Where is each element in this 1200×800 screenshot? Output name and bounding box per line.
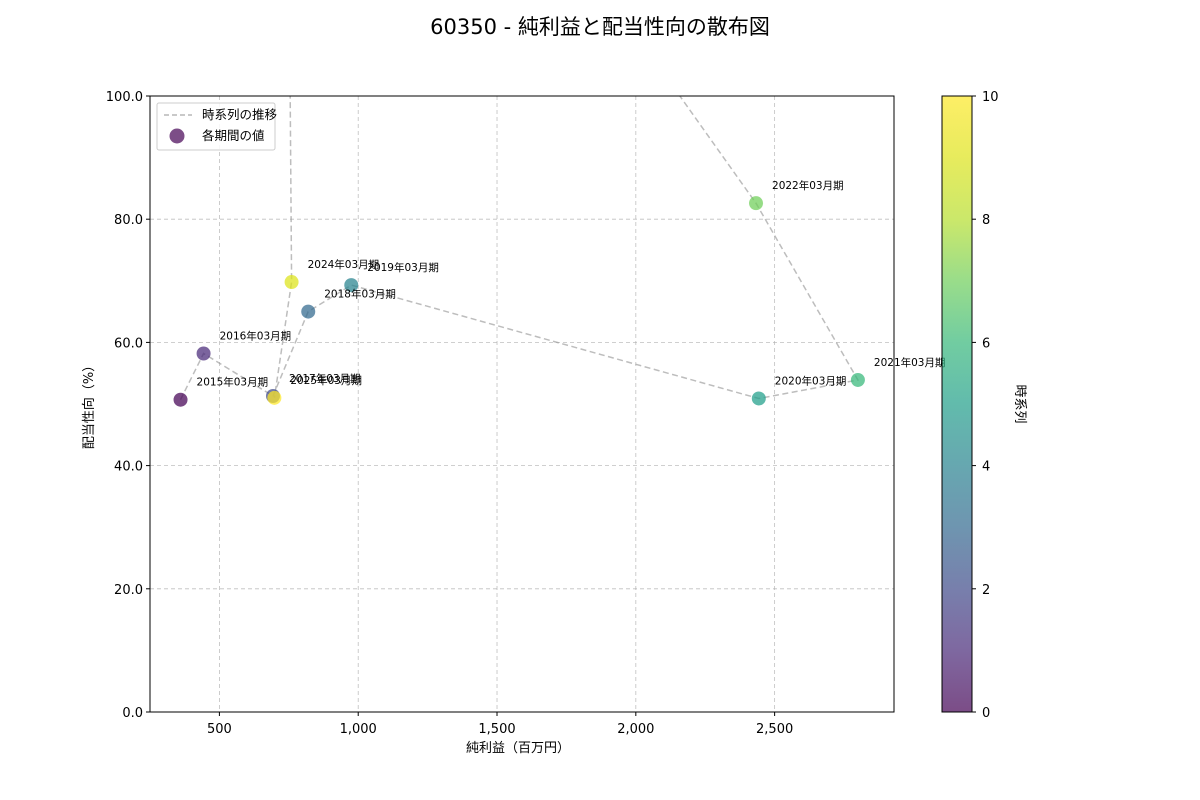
y-tick-label: 40.0 <box>114 460 143 475</box>
point-label: 2016年03月期 <box>220 329 292 342</box>
data-point <box>850 372 865 387</box>
data-point <box>751 391 766 406</box>
chart-title: 60350 - 純利益と配当性向の散布図 <box>430 15 770 39</box>
legend: 時系列の推移 各期間の値 <box>156 102 277 151</box>
x-tick-label: 500 <box>207 722 232 737</box>
point-label: 2018年03月期 <box>324 288 396 301</box>
colorbar: 0 2 4 6 8 10 時系列 <box>941 90 1027 721</box>
data-point <box>267 390 282 405</box>
colorbar-tick-label: 10 <box>982 90 999 105</box>
colorbar-tick-label: 0 <box>982 706 990 721</box>
colorbar-ticks: 0 2 4 6 8 10 <box>972 90 999 721</box>
data-point <box>344 278 359 293</box>
point-label: 2025年03月期 <box>290 374 362 387</box>
y-tick-label: 100.0 <box>106 90 143 105</box>
y-axis: 0.0 20.0 40.0 60.0 80.0 100.0 <box>106 90 150 721</box>
point-label: 2015年03月期 <box>197 376 269 389</box>
point-label: 2019年03月期 <box>367 261 439 274</box>
data-point <box>749 196 764 211</box>
data-point <box>196 346 211 361</box>
point-labels-group: 2015年03月期 2016年03月期 2017年03月期 2018年03月期 2019… <box>197 179 946 389</box>
colorbar-tick-label: 2 <box>982 583 990 598</box>
y-tick-label: 80.0 <box>114 213 143 228</box>
point-label: 2021年03月期 <box>874 356 946 369</box>
x-tick-label: 2,500 <box>756 722 793 737</box>
colorbar-gradient <box>942 96 972 712</box>
data-point <box>173 392 188 407</box>
legend-label-points: 各期間の値 <box>202 128 265 143</box>
plot-frame <box>149 95 895 713</box>
colorbar-tick-label: 8 <box>982 213 990 228</box>
point-label: 2020年03月期 <box>775 374 847 387</box>
data-point <box>284 275 299 290</box>
y-axis-label: 配当性向（%） <box>81 359 97 449</box>
x-axis: 500 1,000 1,500 2,000 2,500 <box>207 712 793 737</box>
legend-label-trend: 時系列の推移 <box>202 107 277 122</box>
points-group <box>173 196 865 407</box>
y-tick-label: 20.0 <box>114 583 143 598</box>
legend-box <box>156 102 276 151</box>
data-point <box>301 304 316 319</box>
x-tick-label: 1,500 <box>478 722 515 737</box>
x-tick-label: 1,000 <box>340 722 377 737</box>
point-label: 2022年03月期 <box>772 179 844 192</box>
grid <box>150 95 894 713</box>
x-tick-label: 2,000 <box>617 722 654 737</box>
colorbar-label: 時系列 <box>1012 384 1027 423</box>
colorbar-tick-label: 4 <box>982 460 990 475</box>
point-label: 2017年03月期 <box>289 372 361 385</box>
point-label: 2024年03月期 <box>308 258 380 271</box>
x-axis-label: 純利益（百万円） <box>466 741 570 756</box>
legend-marker-swatch <box>169 128 185 144</box>
y-tick-label: 60.0 <box>114 336 143 351</box>
y-tick-label: 0.0 <box>122 706 143 721</box>
colorbar-frame <box>941 95 973 713</box>
colorbar-tick-label: 6 <box>982 336 990 351</box>
